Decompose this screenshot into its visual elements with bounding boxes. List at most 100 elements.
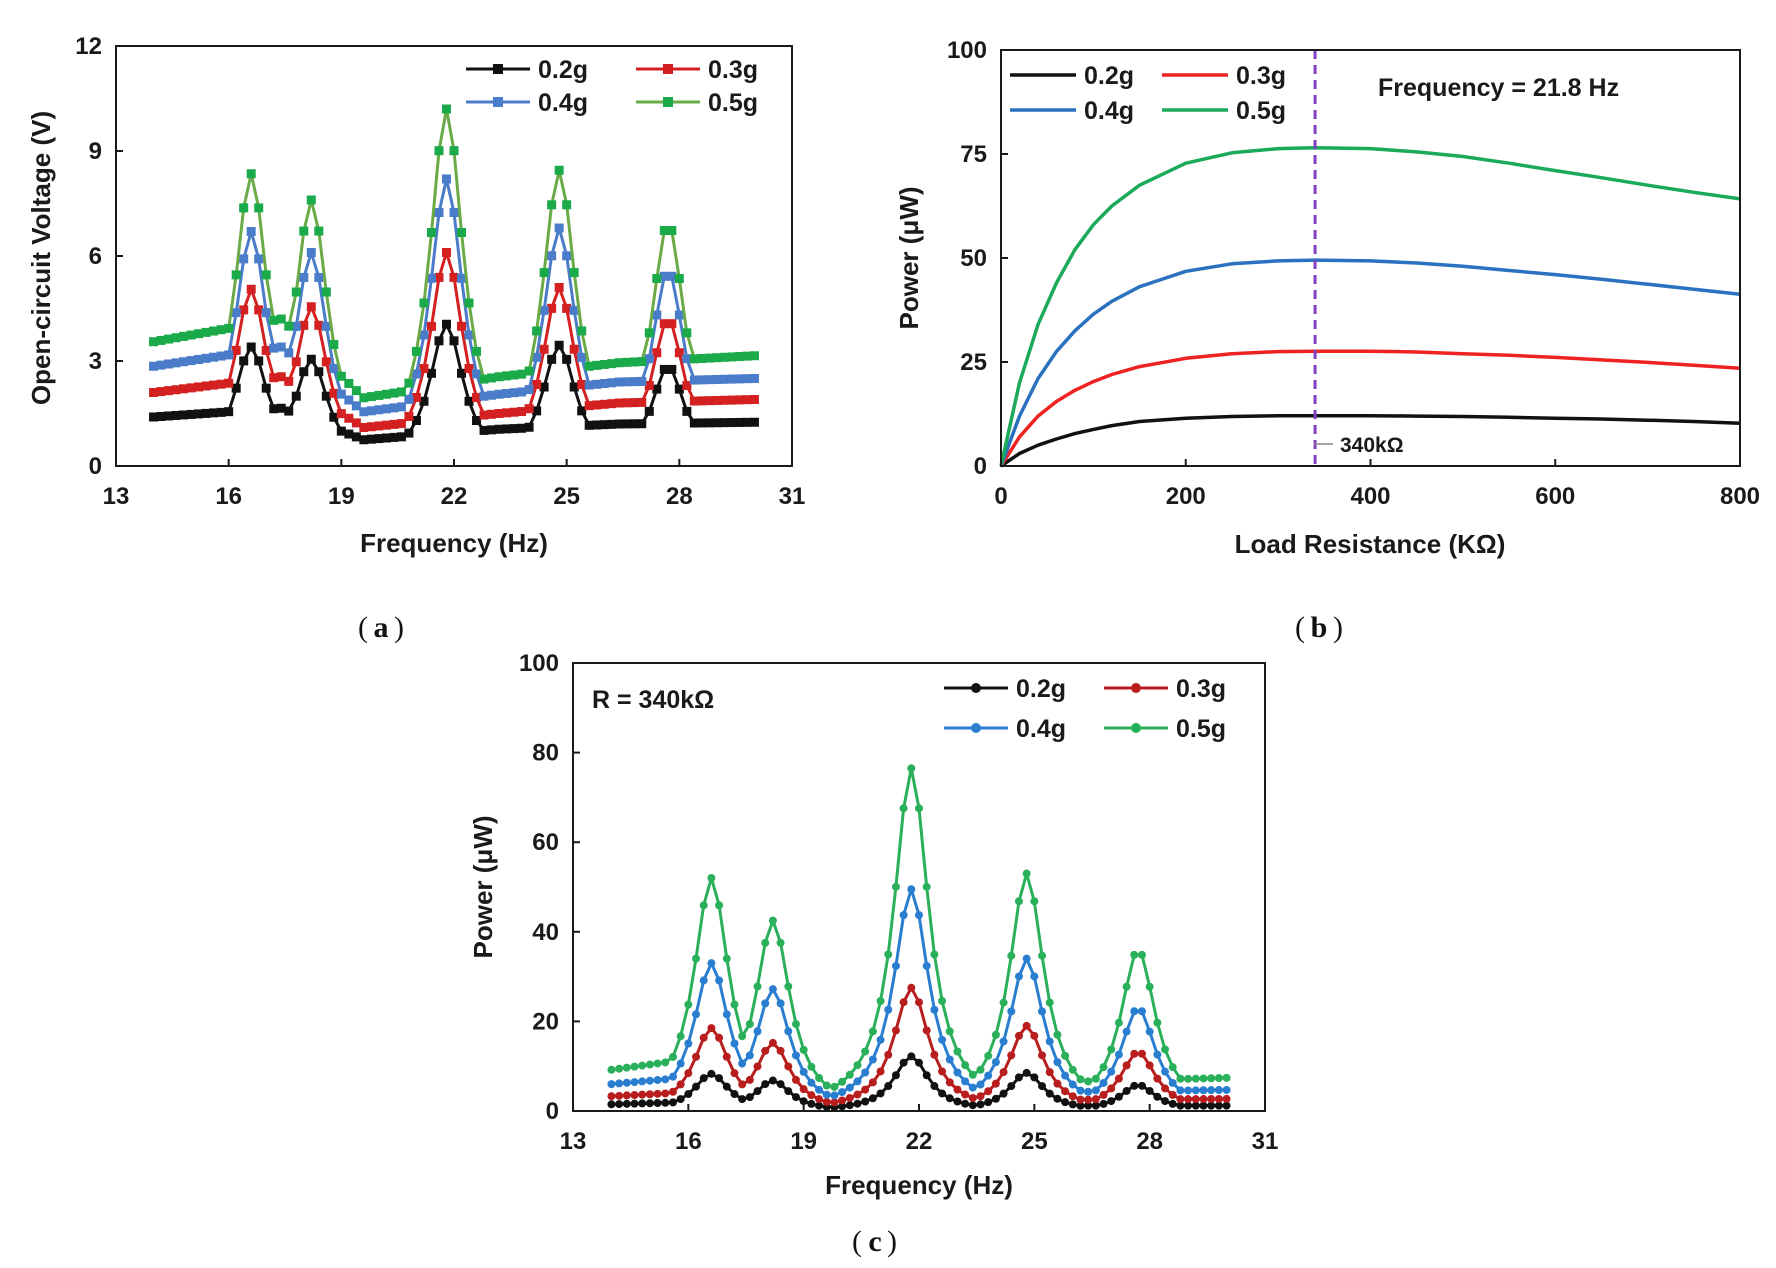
data-point: [1199, 1086, 1208, 1095]
data-point: [1114, 1050, 1123, 1059]
y-tick-label: 100: [519, 650, 559, 677]
data-point: [321, 287, 331, 297]
data-point: [1107, 1097, 1116, 1106]
data-point: [638, 1061, 647, 1070]
data-point: [359, 423, 369, 432]
data-point: [884, 1005, 893, 1014]
data-point: [321, 321, 331, 331]
data-point: [381, 404, 391, 414]
data-point: [186, 409, 196, 419]
data-point: [426, 273, 436, 283]
data-point: [715, 1033, 724, 1042]
data-point: [753, 1062, 762, 1071]
data-point: [652, 310, 662, 320]
data-point: [615, 1064, 624, 1073]
legend-entry-0.2g: 0.2g: [944, 675, 1066, 703]
panel-b-caption-open: (: [1295, 611, 1305, 644]
data-point: [853, 1077, 862, 1086]
data-point: [668, 1087, 677, 1096]
data-point: [1038, 1007, 1047, 1016]
data-point: [689, 396, 699, 406]
data-point: [615, 1091, 624, 1100]
data-point: [976, 1100, 985, 1109]
data-point: [745, 1051, 754, 1060]
data-point: [396, 419, 406, 429]
panel-b-y-ticks: 0 25 50 75 100: [947, 37, 1008, 480]
data-point: [1153, 1074, 1162, 1083]
y-tick-label: 20: [532, 1008, 559, 1035]
data-point: [637, 376, 647, 386]
data-point: [674, 274, 684, 284]
data-point: [674, 348, 684, 358]
data-point: [381, 420, 391, 430]
x-tick-label: 22: [441, 483, 468, 510]
data-point: [599, 399, 609, 409]
data-point: [615, 1079, 624, 1088]
data-point: [254, 203, 264, 213]
data-point: [366, 392, 376, 402]
data-point: [822, 1090, 831, 1099]
data-point: [487, 390, 497, 400]
data-point: [156, 411, 166, 421]
data-point: [554, 223, 564, 233]
data-point: [336, 389, 346, 399]
x-tick-label: 13: [560, 1128, 587, 1155]
data-point: [791, 1093, 800, 1102]
data-point: [547, 200, 557, 210]
legend-entry-0.3g: 0.3g: [1162, 62, 1286, 90]
data-point: [1076, 1075, 1085, 1084]
data-point: [629, 398, 639, 408]
data-point: [768, 1076, 777, 1085]
data-point: [1214, 1094, 1223, 1103]
data-point: [201, 327, 211, 337]
data-point: [216, 407, 226, 417]
data-point: [329, 388, 339, 398]
data-point: [366, 434, 376, 444]
data-point: [194, 409, 204, 419]
data-point: [853, 1099, 862, 1108]
data-point: [730, 1039, 739, 1048]
data-point: [299, 226, 309, 236]
data-point: [984, 1071, 993, 1080]
data-point: [730, 1000, 739, 1009]
data-point: [684, 1039, 693, 1048]
y-tick-label: 60: [532, 829, 559, 856]
data-point: [807, 1062, 816, 1071]
data-point: [509, 424, 519, 434]
series-0.4g: [149, 174, 759, 417]
data-point: [945, 1055, 954, 1064]
data-point: [991, 1030, 1000, 1039]
data-point: [761, 1080, 770, 1089]
data-point: [539, 268, 549, 278]
data-point: [1099, 1090, 1108, 1099]
data-point: [1176, 1101, 1185, 1110]
data-point: [689, 354, 699, 364]
data-point: [569, 305, 579, 315]
data-point: [853, 1061, 862, 1070]
data-point: [1007, 951, 1016, 960]
data-point: [329, 340, 339, 350]
data-point: [291, 357, 301, 367]
data-point: [231, 308, 241, 318]
data-point: [1084, 1101, 1093, 1110]
data-point: [344, 395, 354, 405]
data-point: [622, 1091, 631, 1100]
data-point: [479, 425, 489, 435]
data-point: [1214, 1101, 1223, 1110]
data-point: [336, 409, 346, 419]
data-point: [344, 429, 354, 439]
data-point: [381, 389, 391, 399]
data-point: [884, 1082, 893, 1091]
y-tick-label: 0: [89, 453, 102, 480]
data-point: [1076, 1095, 1085, 1104]
data-point: [592, 420, 602, 430]
data-point: [699, 901, 708, 910]
panel-c-caption-open: (: [852, 1225, 862, 1258]
data-point: [930, 1050, 939, 1059]
x-tick-label: 400: [1350, 483, 1390, 510]
data-point: [1214, 1074, 1223, 1083]
data-point: [1137, 1081, 1146, 1090]
data-point: [1161, 1084, 1170, 1093]
panel-b-caption-close: ): [1333, 611, 1343, 644]
data-point: [239, 356, 249, 366]
